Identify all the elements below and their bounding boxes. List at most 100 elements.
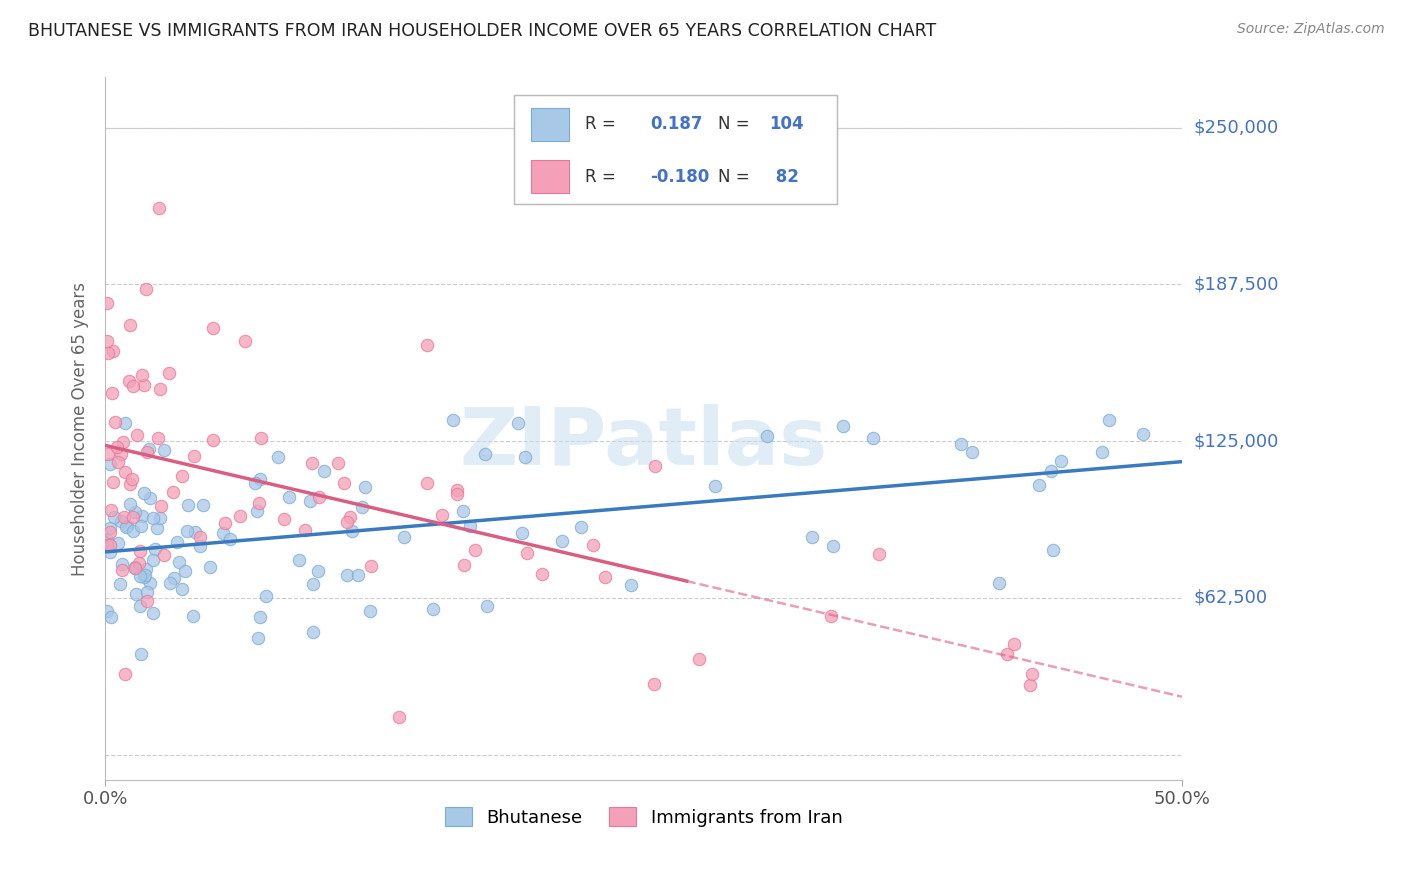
Point <box>148 201 170 215</box>
Point <box>247 632 270 646</box>
Point <box>142 553 165 567</box>
Point <box>98 544 121 558</box>
Point <box>111 435 134 450</box>
Text: Source: ZipAtlas.com: Source: ZipAtlas.com <box>1237 22 1385 37</box>
Point <box>96 296 118 310</box>
Point <box>644 459 666 474</box>
Point <box>451 504 474 518</box>
Point <box>620 577 643 591</box>
Point <box>988 576 1011 591</box>
Point <box>551 533 574 548</box>
Point <box>96 334 118 348</box>
Point <box>336 515 359 529</box>
Point <box>446 487 468 501</box>
Point <box>339 509 361 524</box>
Point <box>820 609 842 624</box>
Point <box>167 555 190 569</box>
Point <box>98 521 121 535</box>
Point <box>122 378 145 392</box>
Point <box>360 558 382 573</box>
Point <box>146 431 169 445</box>
Point <box>118 497 141 511</box>
Point <box>1002 637 1025 651</box>
Point <box>118 374 141 388</box>
Point <box>219 532 242 546</box>
Point <box>862 431 884 445</box>
Point <box>703 479 725 493</box>
Point <box>1042 543 1064 558</box>
Point <box>247 496 270 510</box>
Point <box>114 416 136 430</box>
Point <box>531 566 554 581</box>
Point <box>135 562 157 576</box>
Point <box>755 429 778 443</box>
Point <box>475 599 498 613</box>
Point <box>114 666 136 681</box>
Point <box>184 524 207 539</box>
Point <box>464 542 486 557</box>
Point <box>135 283 157 297</box>
Point <box>188 539 211 553</box>
Point <box>163 571 186 585</box>
Point <box>336 568 359 582</box>
Point <box>354 480 377 494</box>
Point <box>183 449 205 463</box>
Point <box>441 413 464 427</box>
Point <box>131 368 153 382</box>
Point <box>801 530 824 544</box>
Text: $187,500: $187,500 <box>1194 276 1278 293</box>
Point <box>214 516 236 530</box>
Point <box>246 504 269 518</box>
Point <box>104 415 127 429</box>
Point <box>174 564 197 578</box>
Point <box>422 602 444 616</box>
Point <box>115 518 138 533</box>
Point <box>308 490 330 504</box>
Point <box>868 547 890 561</box>
Point <box>249 609 271 624</box>
Text: $125,000: $125,000 <box>1194 432 1278 450</box>
Point <box>110 514 132 528</box>
Point <box>176 524 198 538</box>
Point <box>569 520 592 534</box>
Point <box>832 418 855 433</box>
Point <box>128 544 150 558</box>
Point <box>125 428 148 442</box>
Point <box>228 509 250 524</box>
Point <box>516 546 538 560</box>
Point <box>352 500 374 514</box>
Point <box>96 604 118 618</box>
Point <box>294 523 316 537</box>
Point <box>200 560 222 574</box>
Point <box>301 625 323 640</box>
Point <box>111 557 134 571</box>
Point <box>446 483 468 497</box>
Point <box>1021 667 1043 681</box>
Point <box>100 502 122 516</box>
Point <box>101 475 124 489</box>
Point <box>346 567 368 582</box>
Point <box>416 338 439 352</box>
Point <box>211 525 233 540</box>
Point <box>188 530 211 544</box>
Point <box>97 447 120 461</box>
Point <box>143 542 166 557</box>
Point <box>245 476 267 491</box>
Point <box>112 510 135 524</box>
Point <box>312 464 335 478</box>
Point <box>98 457 121 471</box>
Point <box>298 494 321 508</box>
Text: BHUTANESE VS IMMIGRANTS FROM IRAN HOUSEHOLDER INCOME OVER 65 YEARS CORRELATION C: BHUTANESE VS IMMIGRANTS FROM IRAN HOUSEH… <box>28 22 936 40</box>
Point <box>110 447 132 461</box>
Point <box>142 511 165 525</box>
Point <box>181 609 204 624</box>
Point <box>142 607 165 621</box>
Point <box>96 533 118 547</box>
Point <box>111 563 134 577</box>
Point <box>159 576 181 591</box>
Point <box>132 378 155 392</box>
Point <box>1050 454 1073 468</box>
Point <box>202 433 225 447</box>
Point <box>359 605 381 619</box>
Point <box>593 570 616 584</box>
